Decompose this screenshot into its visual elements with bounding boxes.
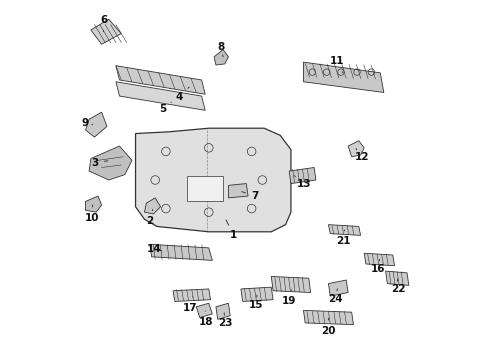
- Polygon shape: [303, 62, 383, 93]
- Text: 22: 22: [390, 279, 405, 294]
- Text: 3: 3: [91, 158, 107, 168]
- Text: 16: 16: [370, 259, 385, 274]
- Polygon shape: [116, 82, 205, 111]
- Text: 18: 18: [199, 311, 213, 327]
- Text: 20: 20: [320, 318, 335, 336]
- Polygon shape: [85, 196, 102, 212]
- Text: 17: 17: [183, 297, 197, 312]
- Polygon shape: [328, 280, 347, 296]
- Polygon shape: [135, 128, 290, 232]
- Text: 13: 13: [294, 176, 311, 189]
- Text: 2: 2: [146, 210, 153, 226]
- Text: 10: 10: [84, 205, 99, 222]
- Polygon shape: [303, 310, 353, 325]
- Text: 5: 5: [159, 102, 171, 114]
- Polygon shape: [85, 112, 107, 137]
- Polygon shape: [173, 289, 210, 301]
- Text: 8: 8: [217, 42, 224, 57]
- Polygon shape: [116, 66, 205, 94]
- Polygon shape: [241, 287, 272, 301]
- Text: 15: 15: [248, 295, 263, 310]
- Polygon shape: [89, 146, 132, 180]
- Text: 11: 11: [329, 57, 344, 73]
- Polygon shape: [347, 141, 364, 157]
- Text: 7: 7: [241, 191, 258, 201]
- Polygon shape: [149, 244, 212, 260]
- Text: 23: 23: [218, 313, 232, 328]
- Text: 19: 19: [281, 290, 295, 306]
- Text: 14: 14: [147, 244, 162, 254]
- Text: 12: 12: [354, 149, 369, 162]
- Polygon shape: [216, 303, 230, 319]
- Polygon shape: [328, 225, 360, 235]
- Text: 1: 1: [225, 220, 237, 240]
- Polygon shape: [196, 303, 212, 318]
- Polygon shape: [271, 276, 310, 293]
- Polygon shape: [364, 253, 394, 266]
- Text: 24: 24: [327, 289, 342, 303]
- Text: 9: 9: [82, 118, 93, 128]
- Polygon shape: [385, 271, 408, 285]
- Polygon shape: [91, 19, 121, 44]
- Text: 6: 6: [101, 15, 108, 32]
- Polygon shape: [288, 167, 315, 184]
- Polygon shape: [228, 184, 247, 198]
- Text: 21: 21: [336, 230, 350, 247]
- Text: 4: 4: [176, 87, 189, 102]
- Polygon shape: [214, 50, 228, 65]
- Bar: [187, 176, 223, 202]
- Polygon shape: [144, 198, 160, 214]
